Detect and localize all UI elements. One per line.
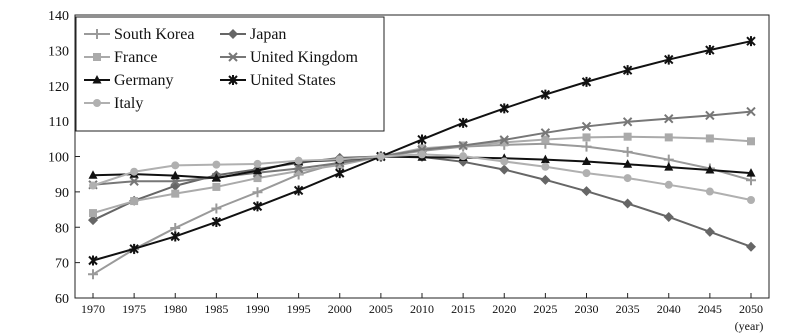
y-tick-label: 100 xyxy=(48,151,69,166)
data-point-france xyxy=(130,197,138,205)
data-point-italy xyxy=(295,157,303,165)
data-point-italy xyxy=(747,196,755,204)
data-point-japan xyxy=(705,227,715,237)
data-point-france xyxy=(89,209,97,217)
x-tick-label: 2035 xyxy=(616,302,640,316)
data-point-south-korea xyxy=(88,269,98,279)
y-tick-label: 120 xyxy=(48,80,69,95)
x-tick-label: 2025 xyxy=(533,302,557,316)
data-point-united-states xyxy=(295,185,303,195)
data-point-italy xyxy=(541,163,549,171)
data-point-japan xyxy=(540,175,550,185)
y-tick-label: 130 xyxy=(48,44,69,59)
legend-label: United Kingdom xyxy=(250,49,359,66)
x-tick-label: 2010 xyxy=(410,302,434,316)
series-france xyxy=(89,133,755,217)
data-point-south-korea xyxy=(623,147,633,157)
data-point-united-states xyxy=(418,135,426,145)
data-point-united-states xyxy=(336,168,344,178)
data-point-france xyxy=(212,183,220,191)
data-point-south-korea xyxy=(746,175,756,185)
x-tick-label: 2005 xyxy=(369,302,393,316)
x-tick-label: 1975 xyxy=(122,302,146,316)
data-point-south-korea xyxy=(582,142,592,152)
data-point-italy xyxy=(89,182,97,190)
legend-label: United States xyxy=(250,72,336,89)
x-tick-label: 1985 xyxy=(204,302,228,316)
data-point-japan xyxy=(582,186,592,196)
data-point-italy xyxy=(171,161,179,169)
y-tick-label: 80 xyxy=(55,221,69,236)
legend-marker xyxy=(93,53,101,61)
data-point-france xyxy=(624,133,632,141)
x-tick-label: 2020 xyxy=(492,302,516,316)
data-point-italy xyxy=(418,150,426,158)
data-point-italy xyxy=(377,153,385,161)
legend-marker xyxy=(93,99,101,107)
y-tick-label: 140 xyxy=(48,9,69,24)
data-point-south-korea xyxy=(211,204,221,214)
data-point-japan xyxy=(623,199,633,209)
x-tick-label: 1980 xyxy=(163,302,187,316)
x-tick-label: 1970 xyxy=(81,302,105,316)
x-tick-label: 2050 xyxy=(739,302,763,316)
data-point-italy xyxy=(583,169,591,177)
data-point-italy xyxy=(624,174,632,182)
x-tick-label: 1990 xyxy=(246,302,270,316)
x-tick-label: 2040 xyxy=(657,302,681,316)
data-point-italy xyxy=(254,160,262,168)
data-point-france xyxy=(171,190,179,198)
x-tick-label: 2030 xyxy=(575,302,599,316)
series-line-south-korea xyxy=(93,144,751,275)
data-point-italy xyxy=(336,155,344,163)
legend-label: Germany xyxy=(114,72,174,89)
data-point-italy xyxy=(706,188,714,196)
data-point-france xyxy=(583,133,591,141)
x-axis-label: (year) xyxy=(735,319,764,333)
y-tick-label: 90 xyxy=(55,186,69,201)
chart-legend: South Korea Japan France United Kingdom Germ… xyxy=(76,17,384,131)
legend-label: South Korea xyxy=(114,26,194,43)
data-point-italy xyxy=(459,152,467,160)
x-tick-label: 2045 xyxy=(698,302,722,316)
data-point-japan xyxy=(499,165,509,175)
data-point-japan xyxy=(746,242,756,252)
data-point-france xyxy=(747,137,755,145)
data-point-japan xyxy=(664,212,674,222)
legend-label: Italy xyxy=(114,95,143,112)
y-tick-label: 70 xyxy=(55,257,69,272)
data-point-south-korea xyxy=(253,187,263,197)
x-tick-label: 1995 xyxy=(287,302,311,316)
legend-label: France xyxy=(114,49,158,66)
data-point-france xyxy=(706,134,714,142)
x-tick-label: 2015 xyxy=(451,302,475,316)
data-point-italy xyxy=(665,181,673,189)
legend-label: Japan xyxy=(250,26,286,43)
data-point-italy xyxy=(500,157,508,165)
data-point-france xyxy=(665,133,673,141)
y-tick-label: 110 xyxy=(49,115,69,130)
series-line-japan xyxy=(93,157,751,247)
data-point-italy xyxy=(130,168,138,176)
data-point-italy xyxy=(212,161,220,169)
x-tick-label: 2000 xyxy=(328,302,352,316)
y-tick-label: 60 xyxy=(55,292,69,307)
